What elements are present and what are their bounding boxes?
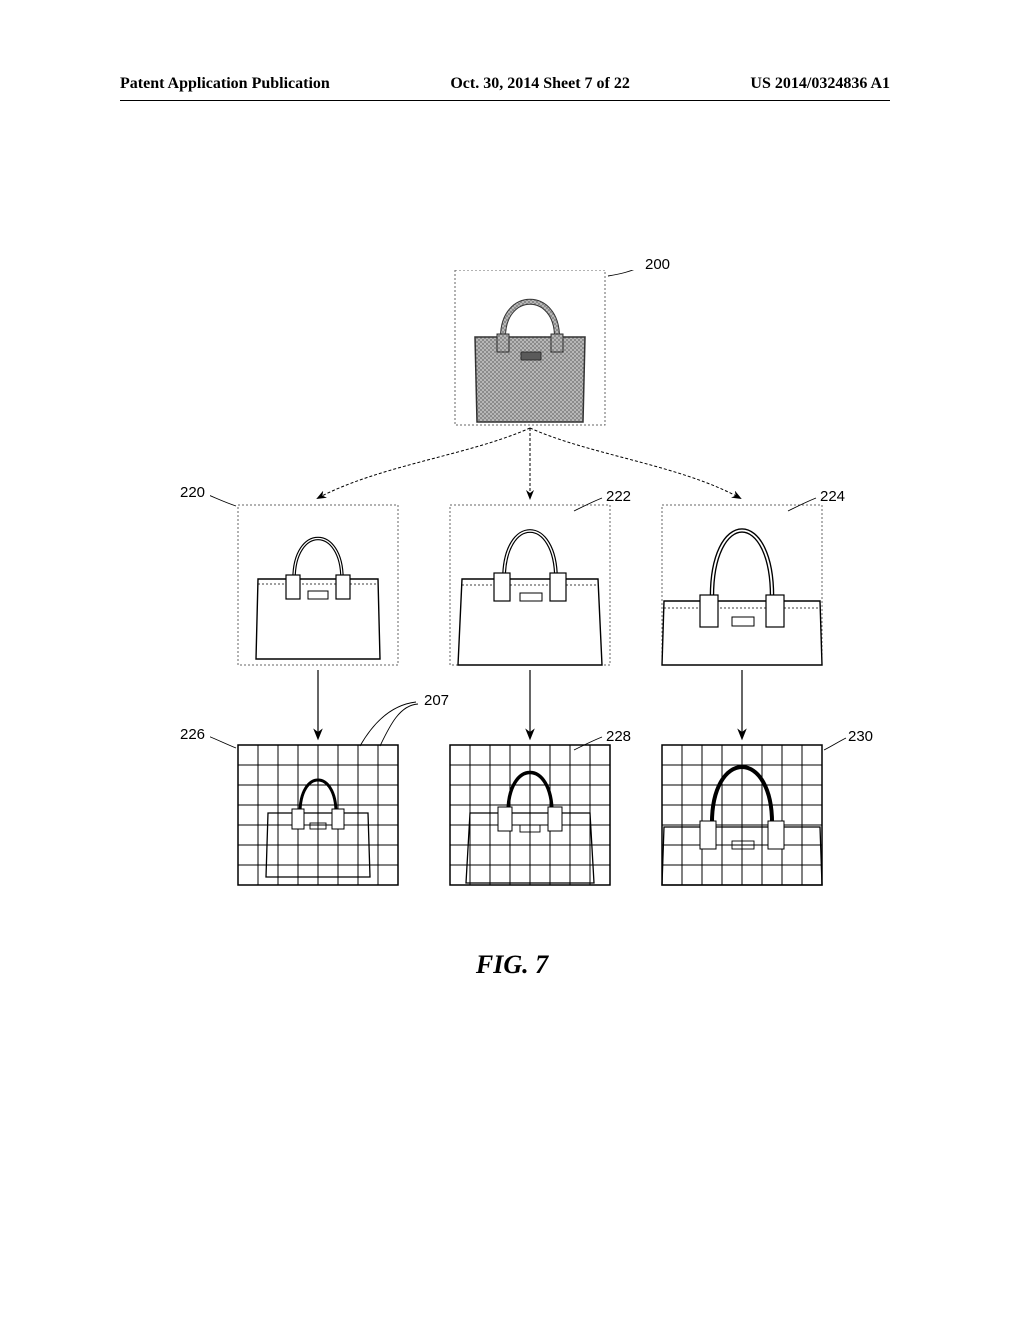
node-228 (450, 745, 610, 885)
ref-230: 230 (848, 728, 873, 745)
node-220 (238, 505, 398, 665)
arrows-row1-row2 (318, 428, 740, 498)
ref-224: 224 (820, 488, 845, 505)
ref-222: 222 (606, 488, 631, 505)
header-left: Patent Application Publication (120, 75, 330, 93)
header-right: US 2014/0324836 A1 (750, 75, 890, 93)
node-230 (662, 745, 822, 885)
ref-207: 207 (424, 692, 449, 709)
node-226 (238, 745, 398, 885)
header-center: Oct. 30, 2014 Sheet 7 of 22 (450, 75, 630, 93)
header-rule (120, 100, 890, 101)
figure-svg (210, 270, 850, 950)
figure-caption: FIG. 7 (0, 950, 1024, 980)
ref-200: 200 (645, 256, 670, 273)
ref-220: 220 (180, 484, 205, 501)
page-header: Patent Application Publication Oct. 30, … (120, 75, 890, 93)
node-224 (662, 505, 822, 665)
node-222 (450, 505, 610, 665)
ref-228: 228 (606, 728, 631, 745)
node-200 (455, 270, 605, 425)
arrows-row2-row3 (318, 670, 742, 738)
ref-226: 226 (180, 726, 205, 743)
figure-7: 200 220 222 224 207 226 228 230 (210, 270, 850, 930)
